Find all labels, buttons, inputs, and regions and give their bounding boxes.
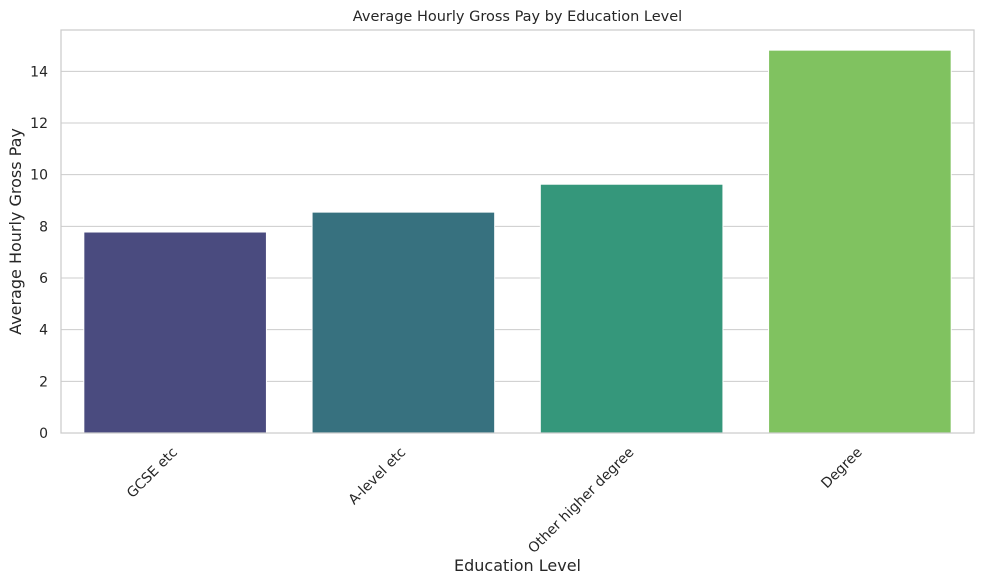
bar-degree	[768, 49, 952, 434]
x-tick-label: GCSE etc	[124, 445, 181, 502]
y-tick-labels: 0 2 4 6 8 10 12 14	[30, 64, 48, 442]
y-tick-label: 10	[30, 168, 48, 184]
x-tick-label: A-level etc	[346, 445, 410, 509]
y-tick-label: 14	[30, 64, 48, 80]
bar-gcse-etc	[83, 231, 267, 434]
bars	[83, 49, 952, 434]
y-tick-label: 8	[39, 219, 48, 235]
chart-title: Average Hourly Gross Pay by Education Le…	[353, 9, 682, 25]
bar-other-higher-degree	[539, 183, 724, 434]
y-tick-label: 0	[39, 426, 48, 442]
y-tick-label: 4	[39, 323, 48, 339]
y-axis-title: Average Hourly Gross Pay	[6, 128, 25, 335]
bar-a-level-etc	[311, 211, 496, 434]
y-tick-label: 12	[30, 116, 48, 132]
x-tick-labels: GCSE etc A-level etc Other higher degree De…	[124, 445, 866, 557]
x-tick-label: Degree	[818, 445, 865, 492]
y-tick-label: 6	[39, 271, 48, 287]
plot-frame	[60, 29, 975, 434]
x-axis-title: Education Level	[454, 556, 581, 575]
x-tick-label: Other higher degree	[525, 445, 637, 557]
y-tick-label: 2	[39, 374, 48, 390]
